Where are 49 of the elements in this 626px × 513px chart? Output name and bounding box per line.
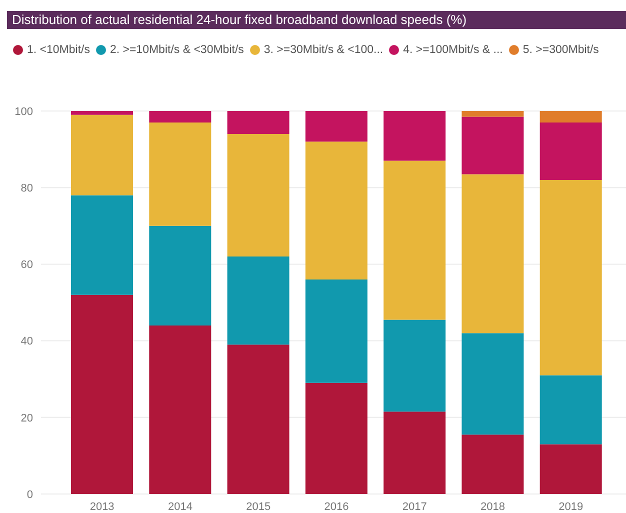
- bar: [462, 116, 524, 174]
- y-tick-label: 80: [20, 182, 33, 195]
- x-tick-label: 2016: [324, 500, 349, 513]
- bar: [540, 180, 602, 376]
- bar: [149, 325, 212, 494]
- bar: [71, 114, 133, 196]
- y-tick-label: 40: [20, 336, 33, 348]
- x-tick-label: 2018: [480, 500, 506, 513]
- legend-label: 1. <10Mbit/s: [27, 43, 90, 57]
- bar: [462, 434, 524, 494]
- bar: [149, 122, 212, 226]
- legend-label: 3. >=30Mbit/s & <100...: [264, 43, 384, 57]
- y-tick-label: 0: [26, 488, 33, 501]
- x-tick-label: 2013: [90, 500, 114, 513]
- x-tick-label: 2015: [246, 500, 271, 513]
- bar: [71, 111, 133, 115]
- x-tick-label: 2014: [168, 500, 192, 513]
- bar: [540, 444, 602, 494]
- y-tick-label: 100: [14, 106, 33, 118]
- bar: [384, 320, 446, 412]
- bar: [149, 226, 212, 326]
- bar: [540, 122, 602, 180]
- bar: [227, 111, 290, 134]
- legend-label: 4. >=100Mbit/s & ...: [403, 43, 503, 57]
- legend-label: 5. >=300Mbit/s: [522, 43, 599, 57]
- bar: [149, 111, 212, 122]
- x-tick-label: 2019: [558, 500, 584, 513]
- bar: [540, 111, 602, 122]
- bar: [71, 294, 133, 494]
- bar: [462, 174, 524, 334]
- bar: [384, 412, 446, 494]
- bar: [384, 160, 446, 320]
- bar: [227, 134, 290, 257]
- y-tick-label: 60: [20, 259, 33, 272]
- bar: [384, 111, 446, 161]
- bar: [462, 111, 524, 117]
- bar: [227, 256, 290, 345]
- y-tick-label: 20: [20, 412, 33, 424]
- bar: [305, 142, 368, 280]
- bar: [71, 195, 133, 295]
- bar: [305, 280, 368, 383]
- chart-title: Distribution of actual residential 24-hour fixed broadband download speeds (%): [7, 11, 626, 29]
- bar: [462, 333, 524, 435]
- legend-label: 2. >=10Mbit/s & <30Mbit/s: [110, 43, 244, 57]
- bar: [305, 111, 368, 142]
- x-tick-label: 2017: [402, 500, 427, 513]
- bar: [227, 344, 290, 494]
- bar: [540, 375, 602, 444]
- bar: [305, 382, 368, 494]
